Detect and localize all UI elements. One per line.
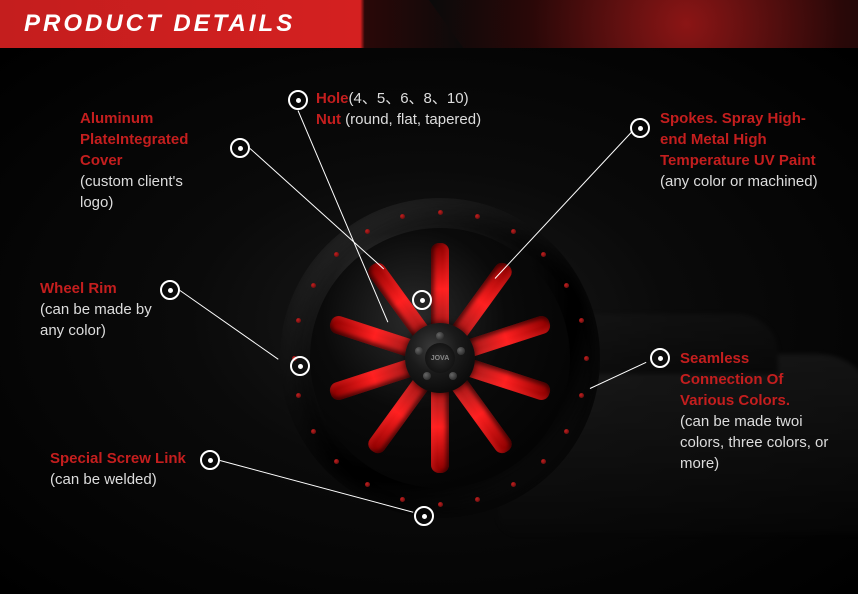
rim-bolt	[541, 459, 546, 464]
target-icon	[200, 450, 220, 470]
hub-bolt	[423, 372, 431, 380]
callout-title: Aluminum PlateIntegrated Cover	[80, 108, 220, 171]
callout-rim: Wheel Rim (can be made by any color)	[40, 278, 160, 341]
target-icon	[230, 138, 250, 158]
rim-bolt	[365, 229, 370, 234]
callout-hole-nut: Hole(4、5、6、8、10) Nut (round, flat, taper…	[316, 88, 596, 130]
target-icon	[290, 356, 310, 376]
rim-bolt	[400, 497, 405, 502]
callout-screw: Special Screw Link (can be welded)	[50, 448, 200, 490]
target-icon	[650, 348, 670, 368]
callout-title: Special Screw Link	[50, 448, 200, 469]
callout-title: Wheel Rim	[40, 278, 160, 299]
callout-sub: (custom client's logo)	[80, 171, 220, 213]
callout-title: Spokes. Spray High-end Metal High Temper…	[660, 108, 820, 171]
nut-line: Nut (round, flat, tapered)	[316, 109, 596, 130]
rim-bolt	[564, 429, 569, 434]
rim-bolt	[511, 482, 516, 487]
callout-line	[180, 290, 279, 360]
target-icon	[414, 506, 434, 526]
target-icon	[630, 118, 650, 138]
rim-bolt	[541, 252, 546, 257]
callout-sub: (can be welded)	[50, 469, 200, 490]
callout-aluminum: Aluminum PlateIntegrated Cover (custom c…	[80, 108, 220, 213]
header-bar: PRODUCT DETAILS	[0, 0, 858, 48]
wheel-hub: JOVA	[405, 323, 475, 393]
product-wheel: JOVA	[280, 198, 600, 518]
rim-bolt	[311, 429, 316, 434]
rim-bolt	[311, 283, 316, 288]
callout-sub: (can be made twoi colors, three colors, …	[680, 411, 830, 474]
rim-bolt	[584, 356, 589, 361]
callout-sub: (can be made by any color)	[40, 299, 160, 341]
rim-bolt	[564, 283, 569, 288]
product-diagram: JOVA Aluminum PlateIntegrated Cover (cus…	[0, 48, 858, 594]
hub-logo: JOVA	[425, 343, 455, 373]
callout-title: Seamless Connection Of Various Colors.	[680, 348, 830, 411]
rim-bolt	[511, 229, 516, 234]
rim-bolt	[475, 497, 480, 502]
rim-bolt	[334, 459, 339, 464]
hub-bolt	[436, 332, 444, 340]
target-icon	[288, 90, 308, 110]
target-icon	[412, 290, 432, 310]
callout-spokes: Spokes. Spray High-end Metal High Temper…	[660, 108, 820, 192]
target-icon	[160, 280, 180, 300]
hub-bolt	[457, 347, 465, 355]
rim-bolt	[579, 393, 584, 398]
rim-bolt	[438, 502, 443, 507]
callout-seamless: Seamless Connection Of Various Colors. (…	[680, 348, 830, 474]
hub-bolt	[449, 372, 457, 380]
hole-line: Hole(4、5、6、8、10)	[316, 88, 596, 109]
hub-bolt	[415, 347, 423, 355]
page-title: PRODUCT DETAILS	[24, 10, 295, 38]
rim-bolt	[365, 482, 370, 487]
rim-bolt	[579, 318, 584, 323]
callout-sub: (any color or machined)	[660, 171, 820, 192]
rim-bolt	[438, 210, 443, 215]
